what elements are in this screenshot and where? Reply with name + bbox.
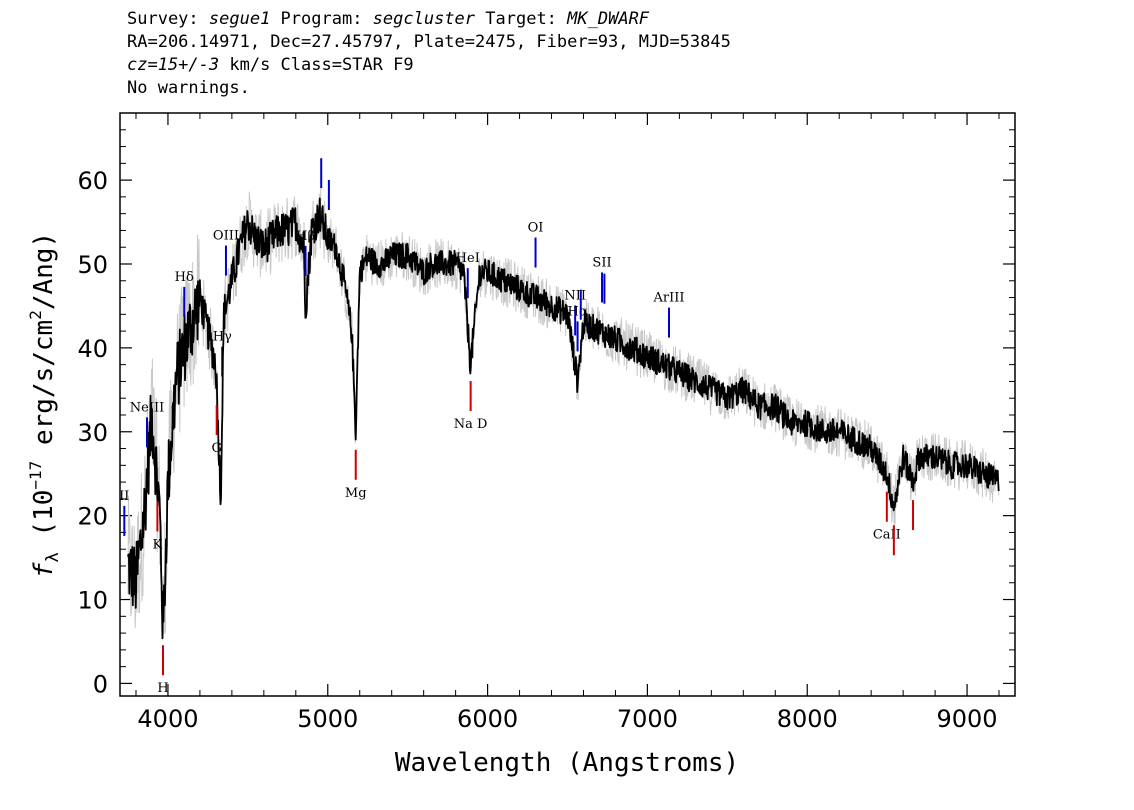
spectral-line-label: OIII bbox=[213, 229, 239, 244]
spectral-line-label: Hγ bbox=[213, 330, 232, 345]
spectral-line-label: SII bbox=[592, 255, 611, 270]
target-value: MK_DWARF bbox=[567, 9, 650, 29]
y-tick-label: 30 bbox=[77, 419, 108, 447]
spectral-line-label: NeIII bbox=[130, 400, 164, 415]
spectral-line-label: K bbox=[153, 537, 163, 552]
y-tick-label: 20 bbox=[77, 503, 108, 531]
survey-value: segue1 bbox=[208, 9, 271, 29]
spectral-line-label: Hδ bbox=[175, 270, 194, 285]
plot-frame bbox=[119, 112, 1016, 697]
axis-ticks bbox=[120, 113, 1015, 696]
spectral-line-label: OI bbox=[528, 221, 544, 236]
spectral-line-label: NII bbox=[564, 288, 586, 303]
x-axis-title: Wavelength (Angstroms) bbox=[395, 748, 739, 778]
x-tick-label: 6000 bbox=[457, 705, 518, 733]
x-tick-label: 7000 bbox=[617, 705, 678, 733]
spectral-line-label: CaII bbox=[873, 528, 901, 543]
spectral-line-label: G bbox=[211, 441, 221, 456]
flux-line bbox=[127, 197, 1000, 640]
spectral-line-label: II bbox=[119, 489, 129, 504]
y-tick-label: 0 bbox=[93, 670, 108, 698]
redshift-value: cz=15+/-3 bbox=[127, 55, 220, 75]
spectral-line-label: HeI bbox=[456, 251, 480, 266]
tick-labels: 4000 5000 6000 7000 8000 9000 0 10 20 30 40 50 60 bbox=[77, 167, 997, 733]
x-tick-label: 8000 bbox=[777, 705, 838, 733]
spectral-line-label: Mg bbox=[345, 486, 367, 501]
header-line-coords: RA=206.14971, Dec=27.45797, Plate=2475, … bbox=[127, 32, 731, 52]
header-line-survey: Survey: segue1 Program: segcluster Targe… bbox=[127, 8, 1127, 31]
flux-error-band bbox=[127, 188, 1000, 634]
flux-error-line bbox=[127, 188, 1000, 634]
x-tick-label: 4000 bbox=[137, 705, 198, 733]
y-tick-label: 10 bbox=[77, 587, 108, 615]
x-tick-label: 5000 bbox=[297, 705, 358, 733]
spectrum-header: Survey: segue1 Program: segcluster Targe… bbox=[127, 8, 1127, 100]
spectral-line-label: Na D bbox=[454, 417, 488, 432]
spectral-line-label: ArIII bbox=[652, 291, 684, 306]
spectral-line-label: H bbox=[157, 681, 168, 696]
y-axis-title: fλ (10−17 erg/s/cm2/Ang) bbox=[26, 232, 63, 578]
target-key: Target: bbox=[475, 9, 568, 29]
spectral-line-label: Hβ bbox=[296, 229, 315, 244]
header-line-redshift: cz=15+/-3 km/s Class=STAR F9 bbox=[127, 54, 1127, 77]
header-line-warnings: No warnings. bbox=[127, 78, 250, 98]
y-tick-label: 50 bbox=[77, 251, 108, 279]
x-tick-label: 9000 bbox=[937, 705, 998, 733]
flux-series bbox=[127, 197, 1000, 640]
y-tick-label: 40 bbox=[77, 335, 108, 363]
class-text: km/s Class=STAR F9 bbox=[219, 55, 414, 75]
survey-key: Survey: bbox=[127, 9, 209, 29]
spectral-line-label: Hα bbox=[568, 304, 588, 319]
program-value: segcluster bbox=[372, 9, 476, 29]
y-tick-label: 60 bbox=[77, 167, 108, 195]
program-key: Program: bbox=[270, 9, 373, 29]
